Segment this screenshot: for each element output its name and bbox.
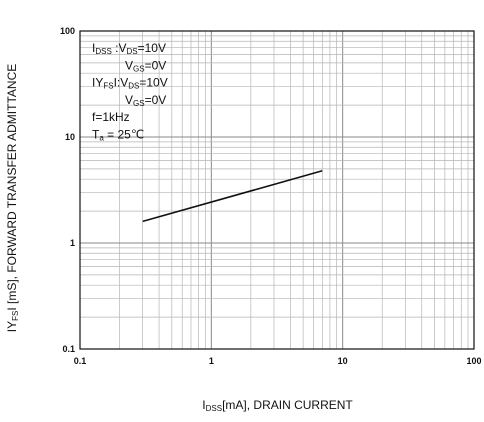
conditions-annotation: IDSS :VDS=10V VGS=0V IYFSI:VDS=10V VGS=0V f=… [92,41,168,143]
plot-frame [79,30,475,350]
annotation-line: VGS=0V [125,93,166,108]
series [142,170,323,223]
annotation-line: IYFSI:VDS=10V [92,76,168,91]
annotation-line: IDSS :VDS=10V [92,41,166,56]
x-tick-label: 10 [338,356,348,366]
x-axis-label: IDSS[mA], DRAIN CURRENT [202,398,353,413]
annotation-line: f=1kHz [92,110,130,124]
tick-labels: 0.1 1 10 100 0.1 1 10 100 [60,26,482,366]
annotation-line: VGS=0V [125,58,166,73]
x-tick-label: 1 [209,356,214,366]
y-tick-label: 0.1 [62,344,75,354]
y-tick-label: 100 [60,26,75,36]
y-axis-label: IYFSI [mS], FORWARD TRANSFER ADMITTANCE [5,64,20,332]
y-tick-label: 10 [65,132,75,142]
grid [80,31,474,349]
annotation-line: Ta = 25℃ [92,128,144,143]
x-tick-label: 100 [466,356,481,366]
series-line [142,170,323,223]
y-tick-label: 1 [70,238,75,248]
x-tick-label: 0.1 [74,356,87,366]
